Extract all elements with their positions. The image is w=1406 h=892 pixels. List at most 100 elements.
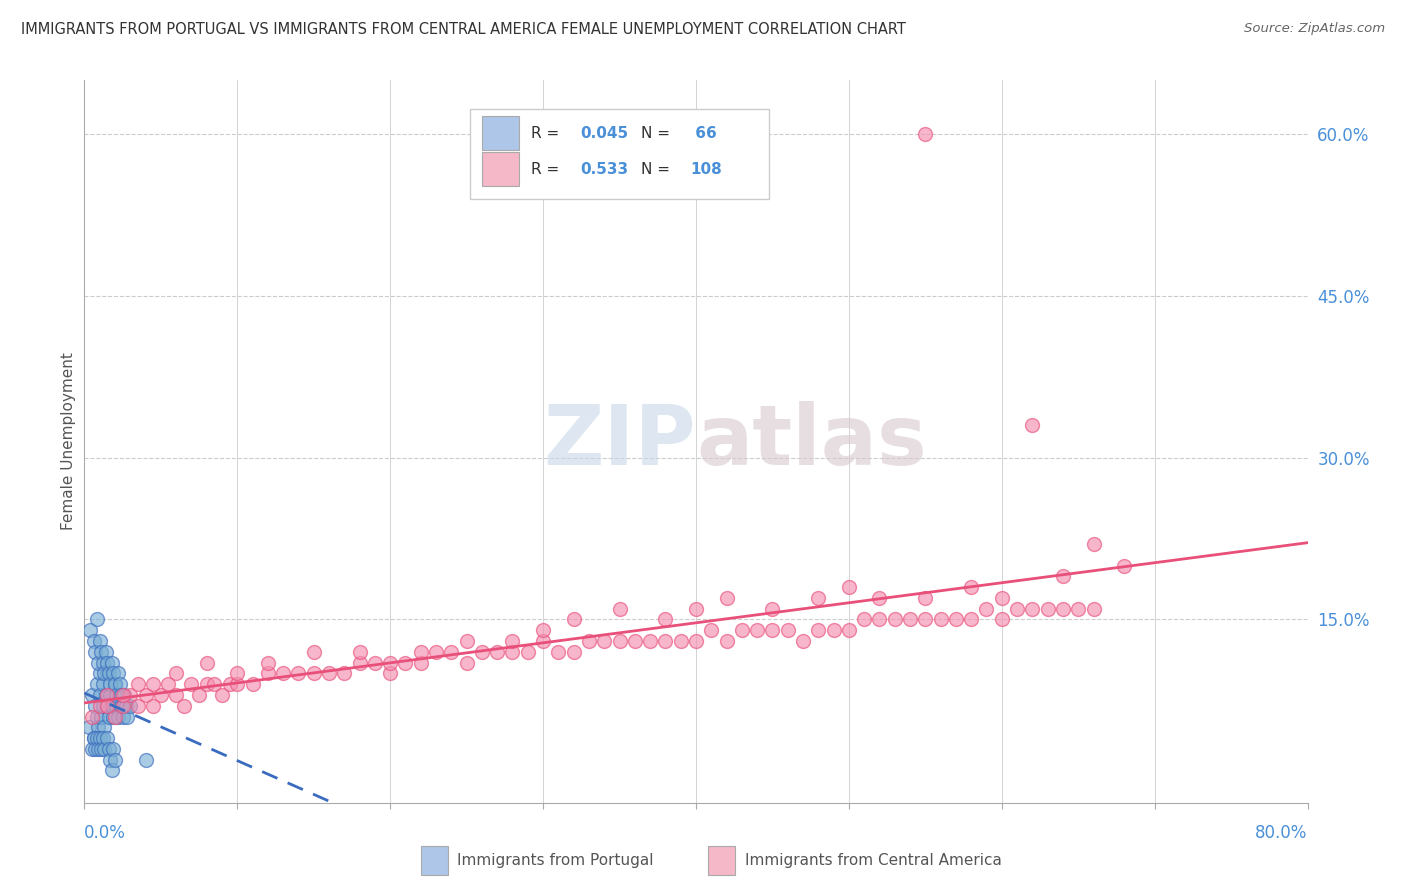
Point xyxy=(409,645,432,659)
Point xyxy=(87,656,110,670)
Point xyxy=(114,698,136,713)
Point xyxy=(609,634,631,648)
Point xyxy=(502,634,524,648)
Point xyxy=(1114,558,1136,573)
Point xyxy=(349,645,371,659)
Point xyxy=(188,688,211,702)
Point xyxy=(242,677,264,691)
Point xyxy=(83,731,105,745)
Point xyxy=(108,677,131,691)
Point xyxy=(318,666,340,681)
Point xyxy=(914,127,936,141)
Point xyxy=(654,634,676,648)
Point xyxy=(103,709,125,723)
Point xyxy=(1052,569,1074,583)
Point xyxy=(84,698,107,713)
Point xyxy=(456,634,478,648)
Text: R =: R = xyxy=(531,161,564,177)
Point xyxy=(869,612,891,626)
Point xyxy=(271,666,294,681)
Point xyxy=(211,688,233,702)
Point xyxy=(1021,601,1043,615)
Point xyxy=(112,688,135,702)
Point xyxy=(180,677,202,691)
Point xyxy=(103,666,125,681)
Point xyxy=(89,698,111,713)
Point xyxy=(747,624,769,638)
Point xyxy=(593,634,616,648)
Point xyxy=(547,645,569,659)
Point xyxy=(638,634,661,648)
Point xyxy=(456,656,478,670)
Point xyxy=(792,634,814,648)
Point xyxy=(84,742,107,756)
Point xyxy=(104,677,127,691)
Point xyxy=(898,612,921,626)
Point xyxy=(86,709,108,723)
Point xyxy=(149,688,172,702)
Bar xyxy=(482,152,519,186)
Point xyxy=(89,731,111,745)
Y-axis label: Female Unemployment: Female Unemployment xyxy=(60,352,76,531)
Point xyxy=(135,753,157,767)
Point xyxy=(91,677,114,691)
Point xyxy=(107,709,129,723)
Text: N =: N = xyxy=(641,161,675,177)
Point xyxy=(127,677,149,691)
Point xyxy=(218,677,240,691)
Point xyxy=(89,634,111,648)
Point xyxy=(93,742,115,756)
Point xyxy=(838,624,860,638)
Text: IMMIGRANTS FROM PORTUGAL VS IMMIGRANTS FROM CENTRAL AMERICA FEMALE UNEMPLOYMENT : IMMIGRANTS FROM PORTUGAL VS IMMIGRANTS F… xyxy=(21,22,905,37)
Point xyxy=(127,698,149,713)
Point xyxy=(531,634,554,648)
Point xyxy=(1021,418,1043,433)
Point xyxy=(110,698,132,713)
Point xyxy=(929,612,952,626)
Point xyxy=(80,709,103,723)
Point xyxy=(960,580,983,594)
Point xyxy=(77,720,100,734)
Bar xyxy=(420,847,447,875)
Point xyxy=(142,677,165,691)
Point xyxy=(685,601,707,615)
Point xyxy=(202,677,225,691)
Point xyxy=(716,634,738,648)
Point xyxy=(807,624,830,638)
Point xyxy=(914,612,936,626)
Point xyxy=(89,666,111,681)
Point xyxy=(195,677,218,691)
Point xyxy=(685,634,707,648)
Text: R =: R = xyxy=(531,126,564,141)
Point xyxy=(120,698,142,713)
Point xyxy=(173,698,195,713)
Text: 66: 66 xyxy=(690,126,717,141)
Point xyxy=(195,656,218,670)
Point xyxy=(700,624,723,638)
Point xyxy=(96,698,118,713)
Point xyxy=(654,612,676,626)
Point xyxy=(807,591,830,605)
Point xyxy=(96,666,118,681)
Point xyxy=(349,656,371,670)
Point xyxy=(440,645,463,659)
FancyBboxPatch shape xyxy=(470,109,769,200)
Point xyxy=(823,624,845,638)
Point xyxy=(98,677,121,691)
Text: 80.0%: 80.0% xyxy=(1256,824,1308,842)
Point xyxy=(471,645,494,659)
Point xyxy=(287,666,309,681)
Text: Immigrants from Central America: Immigrants from Central America xyxy=(745,853,1001,868)
Point xyxy=(409,656,432,670)
Point xyxy=(103,742,125,756)
Point xyxy=(97,709,120,723)
Point xyxy=(110,688,132,702)
Point xyxy=(135,688,157,702)
Point xyxy=(1036,601,1059,615)
Point xyxy=(991,591,1014,605)
Point xyxy=(364,656,387,670)
Text: Source: ZipAtlas.com: Source: ZipAtlas.com xyxy=(1244,22,1385,36)
Point xyxy=(115,709,138,723)
Point xyxy=(945,612,967,626)
Point xyxy=(94,645,117,659)
